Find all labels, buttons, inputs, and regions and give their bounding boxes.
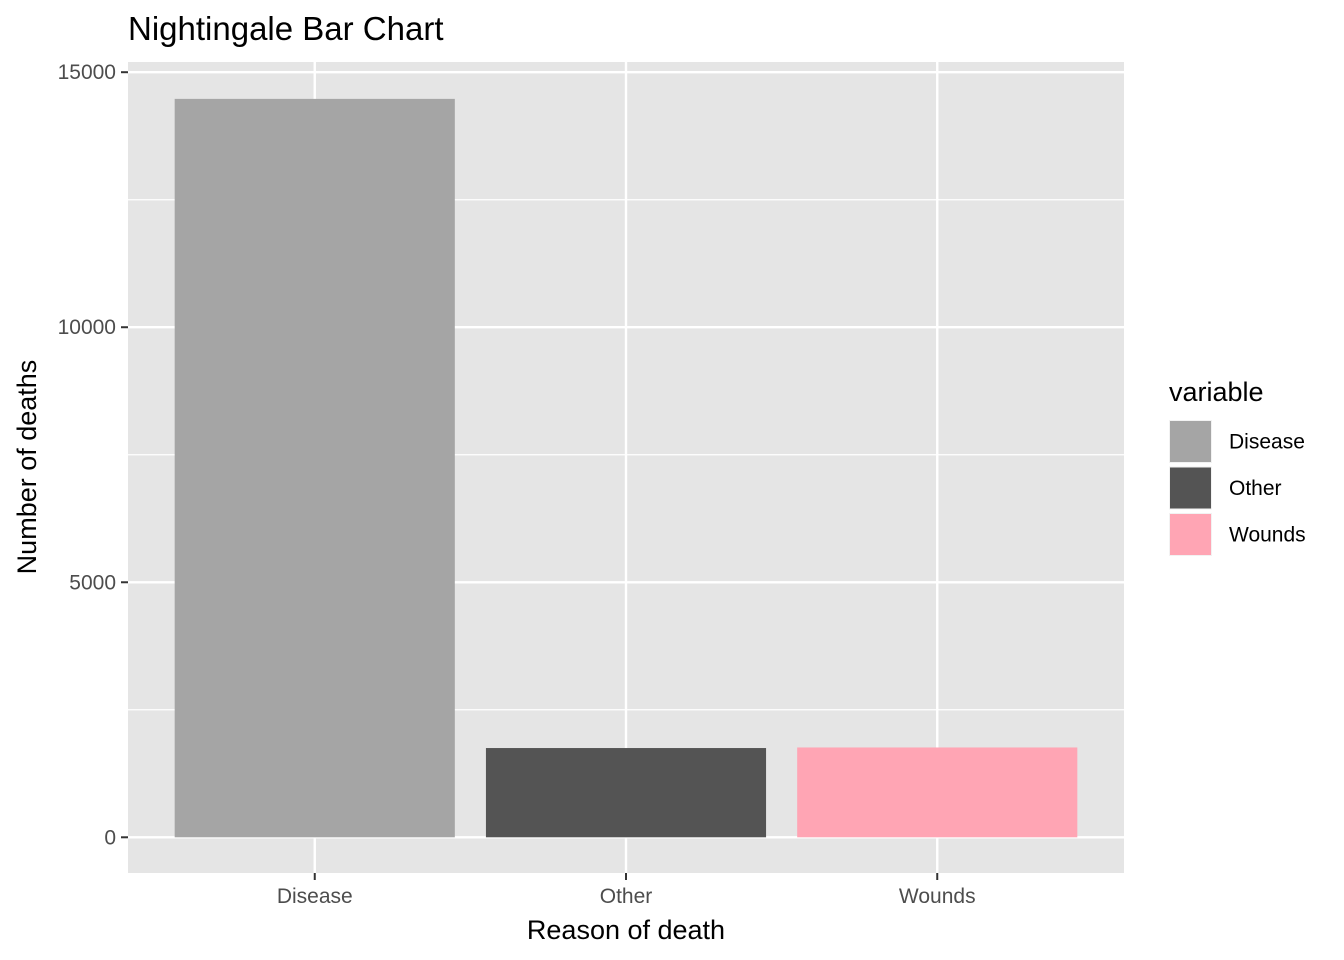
chart-title: Nightingale Bar Chart <box>128 10 444 47</box>
bars <box>174 98 1078 838</box>
x-axis: Disease Other Wounds <box>277 873 976 908</box>
y-tick-label: 0 <box>104 826 116 849</box>
legend-label: Wounds <box>1229 524 1306 547</box>
y-axis: 0 5000 10000 15000 <box>58 61 128 849</box>
x-tick-label: Other <box>600 885 653 908</box>
legend-label: Disease <box>1229 431 1305 454</box>
legend-title: variable <box>1169 377 1264 407</box>
x-axis-title: Reason of death <box>527 915 725 945</box>
y-axis-title: Number of deaths <box>12 360 42 575</box>
legend-key-wounds <box>1170 514 1211 555</box>
x-tick-label: Wounds <box>899 885 976 908</box>
bar-disease <box>174 98 455 838</box>
y-tick-label: 15000 <box>58 61 116 84</box>
legend: variable Disease Other Wounds <box>1169 377 1306 556</box>
legend-key-other <box>1170 467 1211 509</box>
x-tick-label: Disease <box>277 885 353 908</box>
y-tick-label: 10000 <box>58 316 116 339</box>
bar-wounds <box>797 747 1078 838</box>
bar-other <box>485 748 767 838</box>
y-tick-label: 5000 <box>69 571 116 594</box>
legend-key-disease <box>1170 421 1211 462</box>
legend-label: Other <box>1229 477 1282 500</box>
